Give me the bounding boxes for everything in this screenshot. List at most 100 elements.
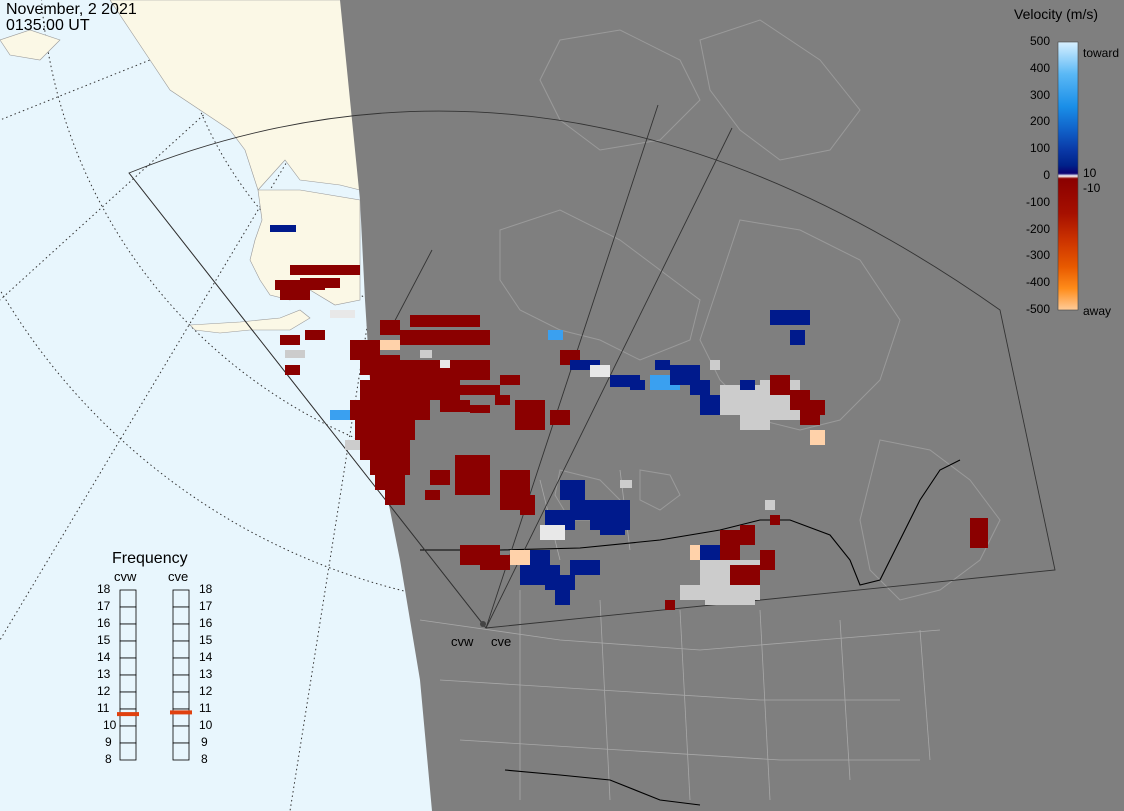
velocity-cell <box>280 335 300 345</box>
velocity-tick-label: 200 <box>1029 114 1050 129</box>
velocity-cell <box>360 380 460 400</box>
velocity-tick-label: -200 <box>1025 221 1050 236</box>
velocity-cell <box>330 310 355 318</box>
velocity-cell <box>790 330 805 345</box>
velocity-cell <box>285 365 300 375</box>
minus-ten-label: -10 <box>1083 181 1101 195</box>
frequency-title: Frequency <box>112 550 188 567</box>
velocity-cell <box>770 310 810 325</box>
velocity-cell <box>440 360 450 368</box>
velocity-tick-label: 500 <box>1029 34 1050 48</box>
velocity-cell <box>545 575 575 590</box>
radar-site-label-cvw: cvw <box>451 634 474 649</box>
velocity-cell <box>470 405 490 413</box>
velocity-cell <box>620 480 632 488</box>
velocity-cell <box>425 490 440 500</box>
velocity-cell <box>600 520 625 535</box>
frequency-cell <box>172 691 190 710</box>
frequency-cell <box>119 725 137 744</box>
velocity-cell <box>270 225 296 232</box>
frequency-cell <box>119 708 137 727</box>
velocity-cell <box>665 600 675 610</box>
velocity-cell <box>740 525 755 545</box>
velocity-cell <box>970 518 988 548</box>
velocity-tick-label: -100 <box>1025 194 1050 209</box>
velocity-cell <box>460 385 500 395</box>
timestamp: November, 2 2021 0135:00 UT <box>6 2 137 34</box>
velocity-cell <box>370 460 410 475</box>
velocity-cell <box>370 360 490 380</box>
freq-level-cve: 8 <box>201 752 208 766</box>
time-label: 0135:00 UT <box>6 17 90 34</box>
radar-site-label-cve: cve <box>491 634 512 649</box>
velocity-cell <box>430 470 450 485</box>
frequency-cell <box>119 623 137 642</box>
velocity-tick-label: -500 <box>1025 302 1050 316</box>
velocity-cell <box>400 330 490 345</box>
velocity-cell <box>720 530 740 560</box>
velocity-cell <box>740 380 755 390</box>
frequency-cell <box>119 691 137 710</box>
plus-ten-label: 10 <box>1083 166 1097 180</box>
velocity-cell <box>330 410 350 420</box>
velocity-cell <box>710 360 720 370</box>
frequency-cell <box>119 640 137 659</box>
freq-level-cve: 12 <box>199 684 213 698</box>
frequency-cell <box>119 674 137 693</box>
freq-level-cvw: 16 <box>97 616 111 630</box>
freq-level-cvw: 18 <box>97 582 111 596</box>
velocity-cell <box>570 360 600 370</box>
frequency-cell <box>172 725 190 744</box>
velocity-tick-label: -300 <box>1025 248 1050 263</box>
freq-level-cve: 15 <box>199 633 213 647</box>
velocity-cell <box>770 515 780 525</box>
freq-level-cvw: 15 <box>97 633 111 647</box>
velocity-cell <box>690 380 710 395</box>
velocity-cell <box>555 590 570 605</box>
velocity-tick-label: 400 <box>1029 60 1050 75</box>
frequency-cell <box>172 589 190 608</box>
velocity-cells <box>270 225 988 610</box>
frequency-marker-cvw <box>117 712 139 717</box>
velocity-tick-label: -400 <box>1025 275 1050 290</box>
freq-level-cvw: 17 <box>97 599 111 613</box>
velocity-cell <box>760 550 775 570</box>
velocity-cell <box>380 340 400 350</box>
velocity-cell <box>380 320 400 335</box>
velocity-cell <box>515 400 545 430</box>
velocity-cell <box>810 400 825 415</box>
freq-level-cve: 10 <box>199 718 213 732</box>
freq-level-cvw: 13 <box>97 667 111 681</box>
velocity-cell <box>570 560 600 575</box>
velocity-cell <box>305 330 325 340</box>
frequency-cell <box>172 674 190 693</box>
radar-site-marker <box>480 621 486 627</box>
velocity-cell <box>455 455 490 495</box>
freq-level-cve: 18 <box>199 582 213 596</box>
velocity-cell <box>705 590 755 605</box>
velocity-cell <box>495 395 510 405</box>
freq-level-cve: 11 <box>199 701 212 715</box>
velocity-cell <box>500 375 520 385</box>
velocity-cell <box>410 315 480 327</box>
velocity-cell <box>520 495 535 515</box>
velocity-tick-label: 100 <box>1029 141 1050 156</box>
velocity-cell <box>655 360 670 370</box>
velocity-cell <box>810 430 825 445</box>
freq-level-cvw: 14 <box>97 650 111 664</box>
velocity-cell <box>480 555 510 570</box>
freq-level-cve: 14 <box>199 650 213 664</box>
velocity-cell <box>540 525 565 540</box>
velocity-cell <box>550 410 570 425</box>
frequency-cell <box>119 606 137 625</box>
frequency-cell <box>119 742 137 761</box>
velocity-cell <box>700 395 720 415</box>
velocity-cell <box>630 380 645 390</box>
freq-level-cve: 17 <box>199 599 213 613</box>
freq-level-cvw: 10 <box>103 718 117 732</box>
freq-radar-cve: cve <box>168 569 189 584</box>
velocity-scale-title: Velocity (m/s) <box>1014 6 1099 22</box>
freq-level-cvw: 11 <box>97 701 110 715</box>
